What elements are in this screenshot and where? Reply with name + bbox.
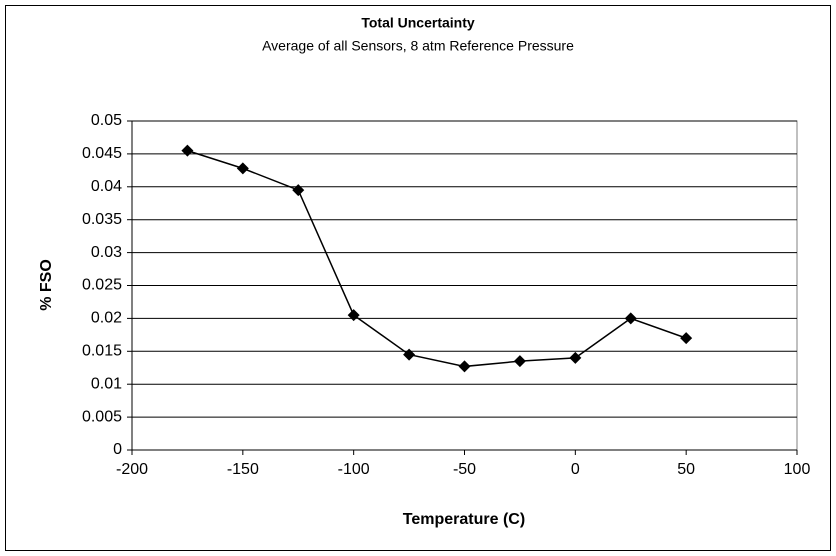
x-tick-label: 50 <box>677 461 695 478</box>
y-tick-label: 0 <box>113 441 122 458</box>
marker <box>624 312 637 325</box>
x-tick-label: -50 <box>453 461 476 478</box>
y-tick-label: 0.02 <box>91 310 122 327</box>
y-axis-label: % FSO <box>38 259 55 311</box>
marker <box>680 332 693 345</box>
y-tick-label: 0.04 <box>91 178 122 195</box>
marker <box>513 355 526 368</box>
y-tick-label: 0.01 <box>91 375 122 392</box>
x-axis-label: Temperature (C) <box>403 511 525 528</box>
marker <box>236 162 249 175</box>
marker <box>458 360 471 373</box>
chart-title: Total Uncertainty <box>361 15 475 31</box>
y-tick-label: 0.015 <box>82 343 122 360</box>
y-tick-label: 0.005 <box>82 408 122 425</box>
y-tick-label: 0.025 <box>82 277 122 294</box>
x-tick-label: 100 <box>784 461 811 478</box>
series-line <box>187 149 687 368</box>
marker <box>403 348 416 361</box>
marker <box>347 309 360 322</box>
x-tick-label: -150 <box>227 461 259 478</box>
marker <box>569 351 582 364</box>
y-tick-label: 0.03 <box>91 244 122 261</box>
y-tick-label: 0.035 <box>82 211 122 228</box>
marker <box>181 144 194 157</box>
y-tick-label: 0.05 <box>91 112 122 129</box>
marker <box>292 184 305 197</box>
chart-subtitle: Average of all Sensors, 8 atm Reference … <box>262 38 574 54</box>
x-tick-label: -200 <box>116 461 148 478</box>
x-tick-label: -100 <box>338 461 370 478</box>
y-tick-label: 0.045 <box>82 145 122 162</box>
x-tick-label: 0 <box>571 461 580 478</box>
